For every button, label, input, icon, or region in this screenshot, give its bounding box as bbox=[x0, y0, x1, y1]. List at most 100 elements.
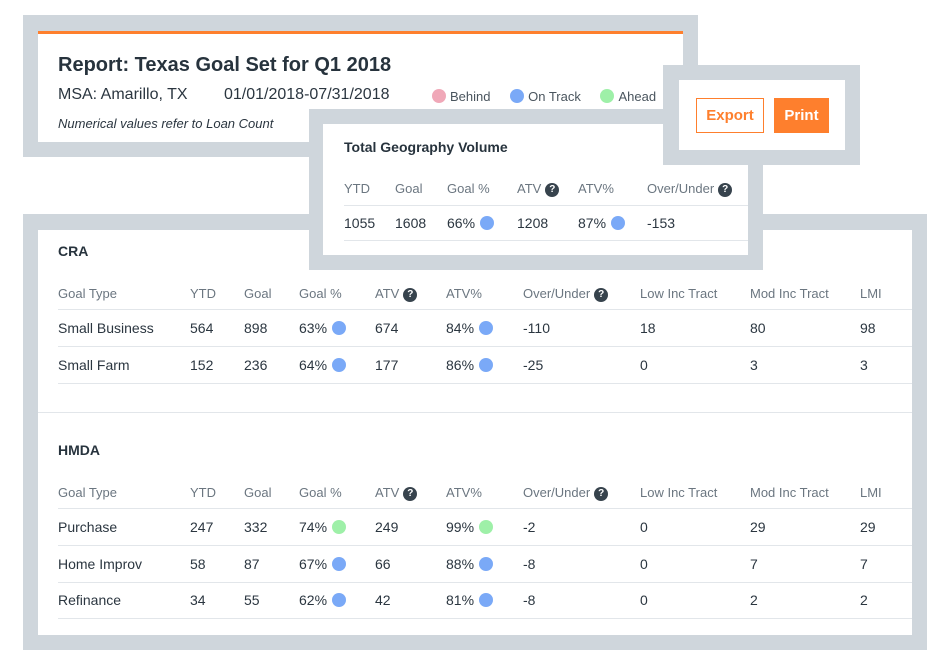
cell-text: Small Farm bbox=[58, 356, 130, 373]
table-cell: 236 bbox=[244, 357, 267, 373]
table-cell: -8 bbox=[523, 556, 535, 572]
cell-text: Refinance bbox=[58, 592, 122, 608]
cell-text: 332 bbox=[244, 519, 268, 535]
cell-text: 564 bbox=[190, 320, 214, 336]
help-icon[interactable]: ? bbox=[594, 288, 609, 302]
header-label: Goal % bbox=[299, 286, 342, 301]
header-label: ATV% bbox=[446, 286, 482, 301]
table-cell: 898 bbox=[244, 320, 267, 336]
status-dot-icon bbox=[479, 556, 494, 571]
divider bbox=[58, 581, 912, 583]
column-header: Mod Inc Tract bbox=[750, 485, 829, 500]
total-value: 1208 bbox=[517, 215, 548, 231]
table-cell: 99% bbox=[446, 519, 494, 535]
goal-type-cell: Refinance bbox=[58, 592, 121, 608]
table-cell: 98 bbox=[860, 320, 876, 336]
cell-text: 29 bbox=[750, 519, 766, 535]
table-cell: 63% bbox=[299, 320, 347, 336]
table-cell: 332 bbox=[244, 519, 267, 535]
table-cell: 87 bbox=[244, 556, 260, 572]
goal-type-cell: Small Business bbox=[58, 320, 154, 336]
table-cell: 74% bbox=[299, 519, 347, 535]
column-header: Goal Type bbox=[58, 485, 117, 500]
header-label: Low Inc Tract bbox=[640, 286, 718, 301]
table-cell: 29 bbox=[750, 519, 766, 535]
cell-text: 64% bbox=[299, 356, 328, 373]
legend: Behind On Track Ahead bbox=[432, 89, 656, 104]
table-cell: 152 bbox=[190, 357, 213, 373]
cell-text: -8 bbox=[523, 555, 536, 572]
cell-text: 55 bbox=[244, 592, 260, 608]
cell-text: 84% bbox=[446, 320, 475, 336]
cell-text: 99% bbox=[446, 519, 475, 535]
table-cell: 88% bbox=[446, 556, 494, 572]
cell-text: 98 bbox=[860, 320, 876, 336]
cell-text: -110 bbox=[523, 320, 550, 336]
status-dot-icon bbox=[332, 321, 347, 335]
cell-text: 236 bbox=[244, 356, 268, 373]
divider bbox=[58, 545, 912, 546]
table-row: Small Farm 152 236 64% 177 86% -25 0 3 3 bbox=[38, 347, 912, 383]
column-header: ATV? bbox=[375, 485, 418, 501]
header-label: YTD bbox=[344, 181, 370, 196]
cell-text: 42 bbox=[375, 592, 391, 608]
table-cell: 3 bbox=[750, 357, 758, 373]
total-header-atv-: ATV% bbox=[578, 181, 614, 196]
legend-behind: Behind bbox=[432, 89, 490, 104]
divider bbox=[58, 382, 912, 384]
column-header: Low Inc Tract bbox=[640, 286, 717, 301]
cell-text: 249 bbox=[375, 519, 399, 535]
help-icon[interactable]: ? bbox=[403, 487, 418, 501]
status-dot-icon bbox=[332, 357, 347, 372]
cell-text: -8 bbox=[523, 592, 536, 608]
status-dot-icon bbox=[480, 216, 495, 230]
column-header: Goal % bbox=[299, 485, 342, 500]
header-label: ATV bbox=[375, 485, 400, 500]
table-cell: -25 bbox=[523, 357, 543, 373]
column-header: LMI bbox=[860, 485, 882, 500]
cell-text: 81% bbox=[446, 592, 475, 608]
cell-text: 7 bbox=[750, 555, 758, 572]
header-label: Goal % bbox=[299, 485, 342, 500]
goals-table-panel: CRA Goal Type YTD Goal Goal % ATV? ATV% Over/Un… bbox=[38, 230, 912, 635]
help-icon[interactable]: ? bbox=[545, 183, 560, 197]
divider bbox=[344, 240, 748, 241]
total-value: 1608 bbox=[395, 215, 426, 231]
value-text: -153 bbox=[647, 215, 676, 231]
column-header: Goal % bbox=[299, 286, 342, 301]
help-icon[interactable]: ? bbox=[403, 288, 418, 302]
help-icon[interactable]: ? bbox=[718, 183, 733, 197]
section-title: CRA bbox=[58, 243, 89, 259]
column-header: YTD bbox=[190, 485, 216, 500]
column-header: Low Inc Tract bbox=[640, 485, 717, 500]
status-dot-icon bbox=[332, 593, 347, 607]
column-header: Goal Type bbox=[58, 286, 117, 301]
actions-panel: Export Print bbox=[679, 80, 845, 150]
status-dot-icon bbox=[479, 520, 494, 534]
export-button[interactable]: Export bbox=[696, 98, 764, 133]
header-label: YTD bbox=[190, 485, 216, 500]
header-label: Over/Under bbox=[523, 485, 591, 500]
goal-type-cell: Purchase bbox=[58, 519, 117, 535]
table-row: Home Improv 58 87 67% 66 88% -8 0 7 7 bbox=[38, 546, 912, 582]
print-button[interactable]: Print bbox=[774, 98, 829, 133]
column-header: Goal bbox=[244, 485, 271, 500]
value-text: 1208 bbox=[517, 215, 549, 231]
cell-text: 34 bbox=[190, 592, 206, 608]
ahead-dot-icon bbox=[600, 89, 615, 103]
table-cell: 29 bbox=[860, 519, 876, 535]
cell-text: 7 bbox=[860, 555, 868, 572]
total-header-goal: Goal bbox=[395, 181, 422, 196]
table-cell: 0 bbox=[640, 592, 648, 608]
header-label: LMI bbox=[860, 286, 882, 301]
goal-type-cell: Small Farm bbox=[58, 357, 130, 373]
cell-text: 80 bbox=[750, 320, 766, 336]
help-icon[interactable]: ? bbox=[594, 487, 609, 501]
table-cell: 64% bbox=[299, 356, 347, 373]
cell-text: Home Improv bbox=[58, 555, 143, 572]
value-text: 1055 bbox=[344, 215, 376, 231]
cell-text: 66 bbox=[375, 555, 391, 572]
cell-text: 87 bbox=[244, 555, 260, 572]
divider bbox=[58, 346, 912, 347]
section-title: HMDA bbox=[58, 442, 100, 458]
